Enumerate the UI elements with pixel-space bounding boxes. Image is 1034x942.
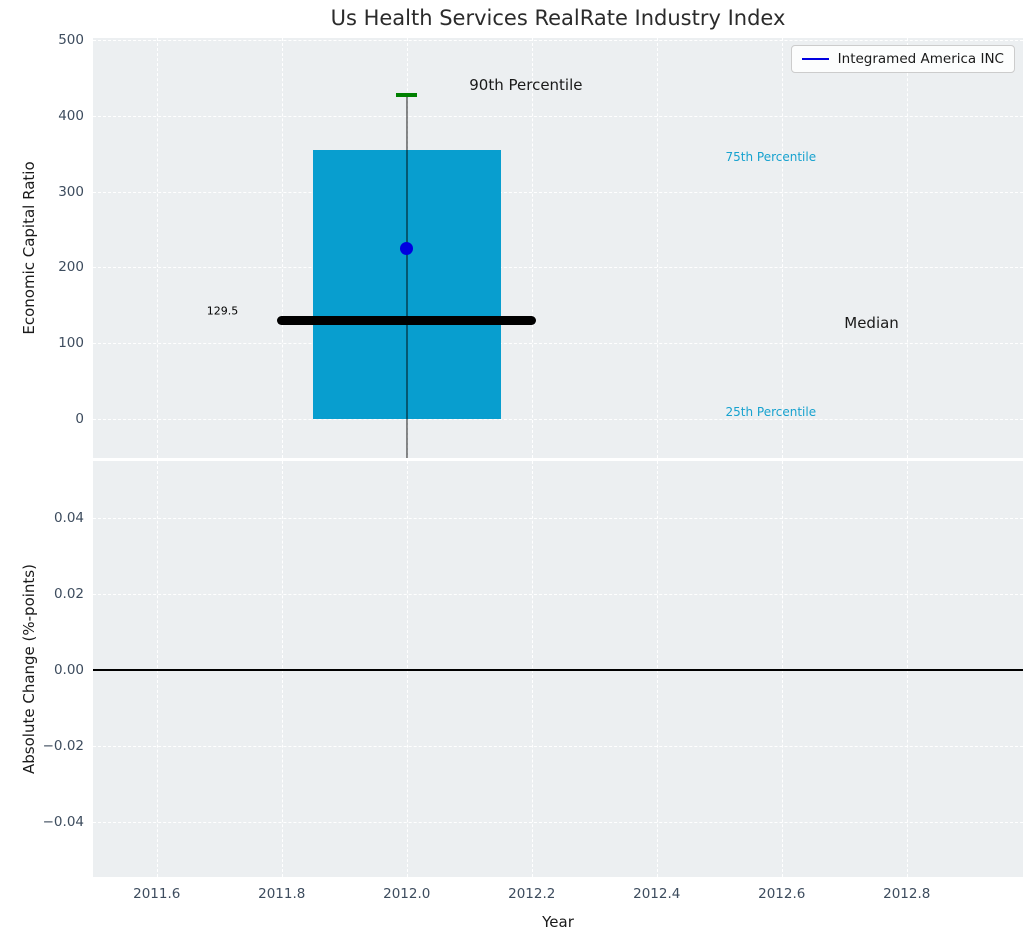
gridline-vertical [531, 461, 533, 877]
x-tick-label: 2012.6 [758, 886, 806, 902]
y-tick-label: 100 [58, 335, 84, 352]
y-tick-label: −0.02 [42, 737, 84, 754]
zero-line [93, 669, 1023, 671]
gridline-vertical [781, 38, 783, 458]
bottom-axes: 0.04 0.02 0.00 −0.02 −0.04 2011.6 2011.8 2012.0… [43, 461, 1023, 902]
x-tick-label: 2011.6 [133, 886, 181, 902]
annotation-129-5: 129.5 [206, 304, 239, 318]
x-tick-label: 2011.8 [258, 886, 306, 902]
gridline-horizontal [93, 39, 1023, 41]
x-tick-label: 2012.0 [383, 886, 431, 902]
gridline-vertical [281, 38, 283, 458]
y-tick-label: 0.00 [53, 661, 84, 678]
y-tick-label: 0.04 [53, 509, 84, 526]
y-tick-label: 400 [58, 107, 84, 124]
gridline-horizontal [93, 517, 1023, 519]
annotation-median: Median [844, 313, 899, 332]
bottom-y-axis-label: Absolute Change (%-points) [20, 564, 38, 774]
chart-title: Us Health Services RealRate Industry Ind… [330, 6, 786, 30]
y-tick-label: 0.02 [53, 585, 84, 602]
gridline-vertical [906, 461, 908, 877]
annotation-90th-percentile: 90th Percentile [469, 76, 583, 95]
gridline-vertical [781, 461, 783, 877]
y-tick-label: −0.04 [42, 813, 84, 830]
top-axes-plot-area: 90th Percentile 75th Percentile Median 25th… [93, 38, 1023, 458]
x-tick-label: 2012.8 [883, 886, 931, 902]
gridline-vertical [156, 461, 158, 877]
x-tick-label: 2012.4 [633, 886, 681, 902]
gridline-horizontal [93, 418, 1023, 420]
bottom-axes-plot-area [93, 461, 1023, 877]
gridline-horizontal [93, 191, 1023, 193]
y-tick-label: 500 [58, 31, 84, 48]
gridline-horizontal [93, 821, 1023, 823]
gridline-vertical [531, 38, 533, 458]
y-tick-label: 300 [58, 183, 84, 200]
y-tick-label: 200 [58, 259, 84, 276]
gridline-vertical [406, 461, 408, 877]
gridline-horizontal [93, 343, 1023, 345]
gridline-horizontal [93, 745, 1023, 747]
x-axis-label: Year [542, 913, 574, 931]
annotation-75th-percentile: 75th Percentile [725, 150, 817, 165]
gridline-vertical [281, 461, 283, 877]
p90-tick [396, 93, 418, 97]
legend-line-sample [801, 57, 829, 61]
top-y-axis-label: Economic Capital Ratio [20, 161, 38, 335]
legend-label: Integramed America INC [837, 51, 1004, 67]
y-tick-label: 0 [75, 410, 84, 427]
gridline-vertical [156, 38, 158, 458]
annotation-25th-percentile: 25th Percentile [725, 405, 817, 420]
gridline-horizontal [93, 267, 1023, 269]
x-tick-label: 2012.2 [508, 886, 556, 902]
median-line [277, 316, 537, 326]
gridline-vertical [906, 38, 908, 458]
gridline-vertical [656, 38, 658, 458]
gridline-horizontal [93, 115, 1023, 117]
company-dot [400, 241, 414, 255]
whisker-line [406, 95, 408, 458]
gridline-vertical [656, 461, 658, 877]
top-axes: 90th Percentile 75th Percentile Median 25th… [58, 32, 1023, 458]
gridline-horizontal [93, 593, 1023, 595]
legend: Integramed America INC [790, 45, 1015, 73]
iqr-box [313, 149, 501, 419]
